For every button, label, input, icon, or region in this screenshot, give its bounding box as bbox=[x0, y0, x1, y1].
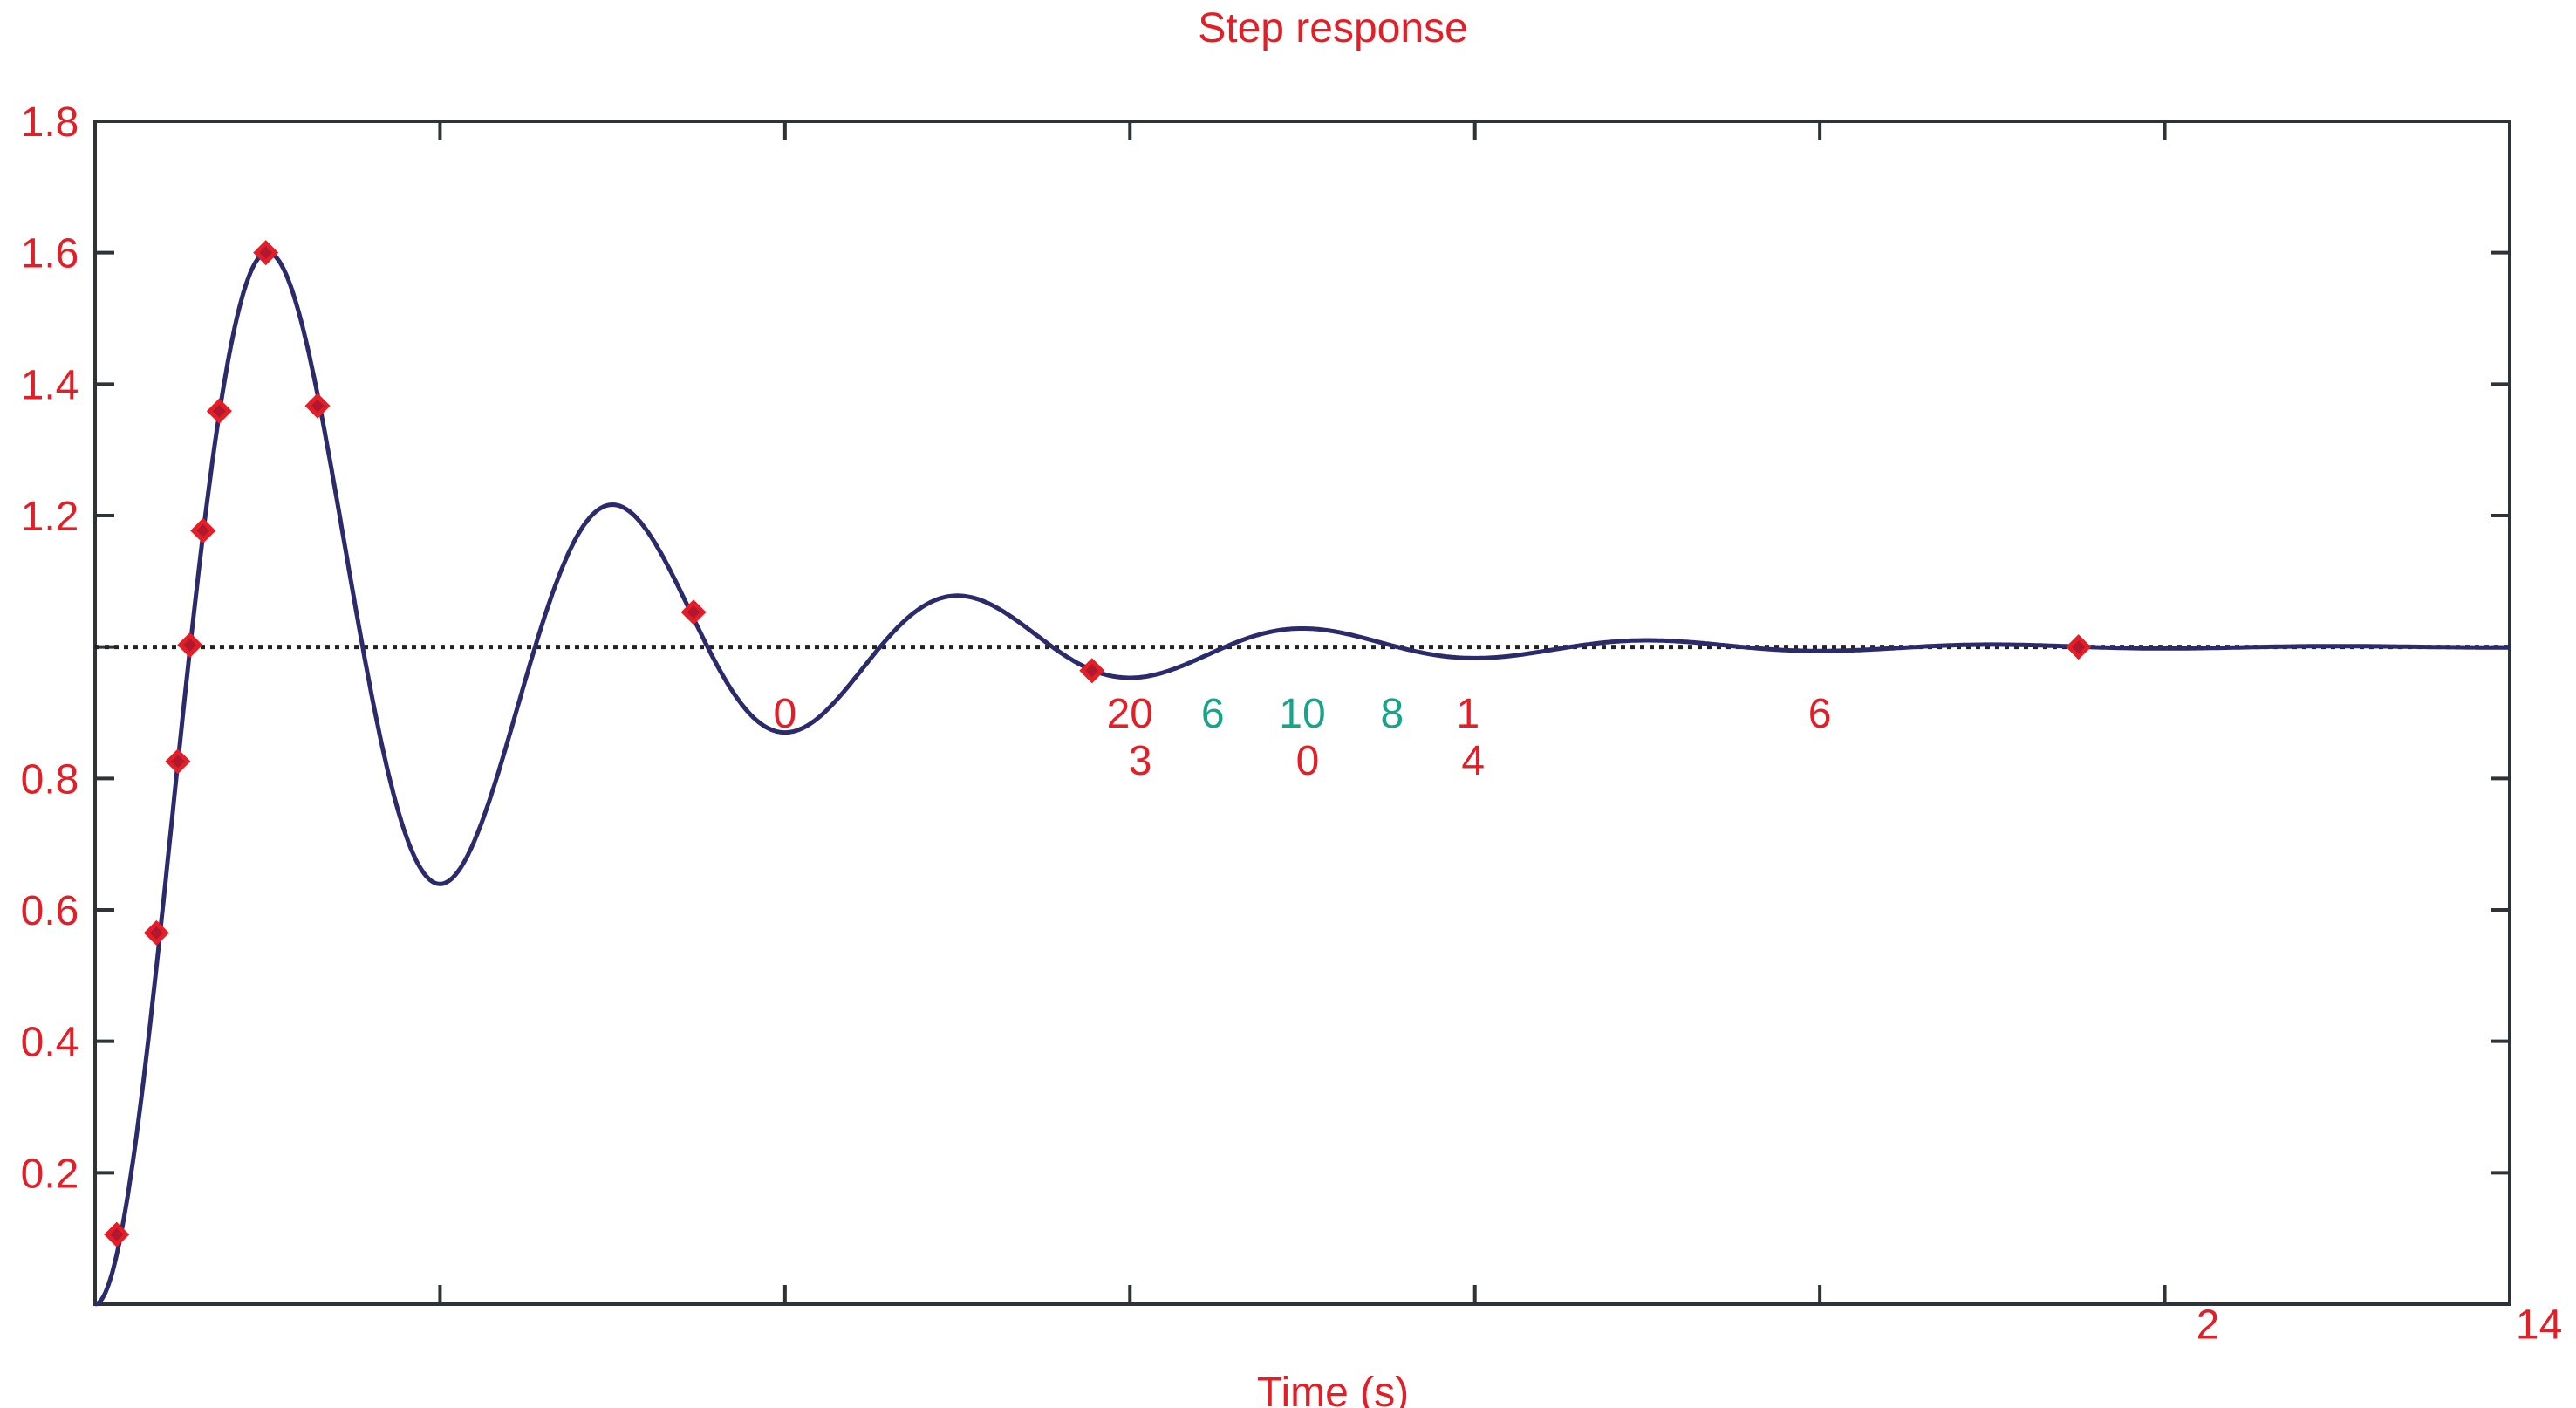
x-tick-label: 4 bbox=[1461, 738, 1485, 784]
diamond-marker bbox=[2066, 634, 2092, 660]
y-tick-label: 0.4 bbox=[21, 1020, 79, 1066]
x-tick-label: 6 bbox=[1201, 691, 1225, 737]
y-tick-label: 1.4 bbox=[21, 362, 79, 408]
x-tick-label: 6 bbox=[1808, 691, 1832, 737]
y-tick-label: 0.6 bbox=[21, 888, 79, 934]
diamond-marker bbox=[206, 398, 232, 424]
diamond-marker bbox=[304, 393, 331, 419]
x-tick-label: 14 bbox=[2516, 1302, 2562, 1349]
response-curve bbox=[94, 249, 2510, 1307]
y-tick-label: 1.2 bbox=[21, 494, 79, 540]
diamond-marker bbox=[190, 517, 216, 543]
diamond-marker bbox=[1079, 658, 1105, 684]
diamond-marker bbox=[680, 599, 707, 625]
diamond-marker bbox=[253, 240, 279, 266]
x-tick-label: 20 bbox=[1107, 691, 1153, 737]
y-tick-label: 0.2 bbox=[21, 1151, 79, 1197]
y-tick-label: 1.6 bbox=[21, 231, 79, 277]
data-markers bbox=[104, 240, 2092, 1247]
y-tick-label: 1.8 bbox=[21, 99, 79, 146]
x-tick-label: 2 bbox=[2197, 1302, 2220, 1349]
x-tick-label: 1 bbox=[1456, 691, 1479, 737]
diamond-marker bbox=[104, 1221, 130, 1247]
response-line bbox=[94, 249, 2510, 1307]
x-tick-label: 0 bbox=[774, 691, 797, 737]
y-tick-label: 0.8 bbox=[21, 756, 79, 803]
chart-title: Step response bbox=[1198, 5, 1468, 51]
diamond-marker bbox=[143, 919, 169, 946]
y-tick-labels: 0.2 0.4 0.6 0.8 1.2 1.4 1.6 1.8 bbox=[21, 99, 79, 1197]
plot-frame bbox=[93, 120, 2511, 1306]
diamond-marker bbox=[165, 748, 191, 775]
diamond-marker bbox=[177, 632, 203, 658]
x-tick-label: 8 bbox=[1380, 691, 1404, 737]
x-tick-label: 3 bbox=[1129, 738, 1152, 784]
x-tick-label: 0 bbox=[1296, 738, 1320, 784]
x-axis-label: Time (s) bbox=[1257, 1370, 1409, 1408]
x-tick-label: 10 bbox=[1279, 691, 1325, 737]
